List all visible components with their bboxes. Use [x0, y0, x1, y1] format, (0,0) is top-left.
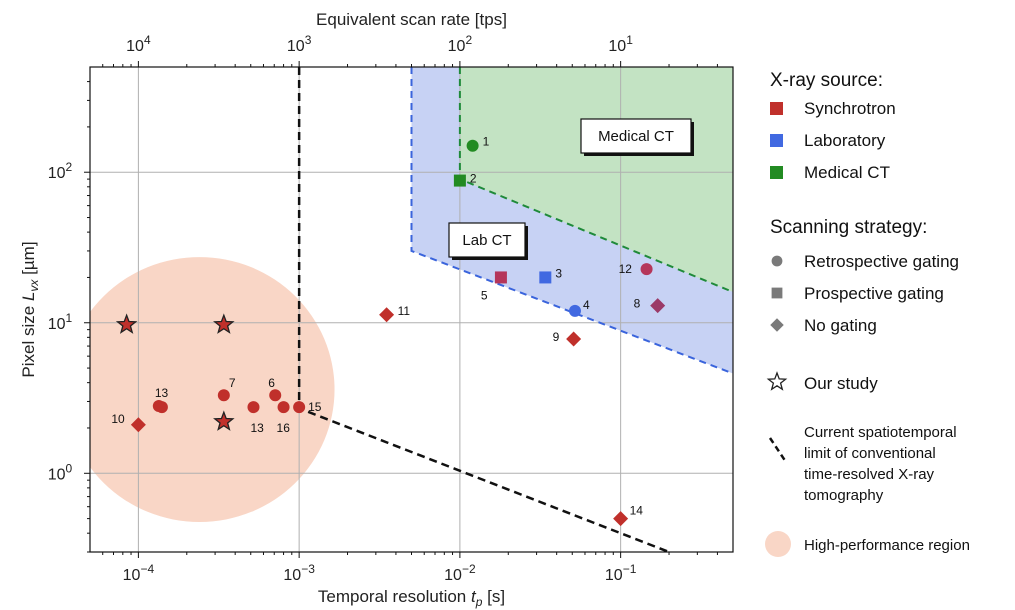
y-tick-label: 102: [48, 160, 73, 182]
data-point-7: [217, 389, 230, 402]
data-point-14: [613, 511, 629, 527]
x-tick-label: 10−3: [283, 562, 315, 584]
data-point-4: [568, 304, 581, 317]
data-point-9: [566, 331, 582, 347]
data-point-15: [293, 401, 306, 414]
legend-source-title: X-ray source:: [770, 70, 883, 91]
data-point-unlabeled: [152, 399, 165, 412]
lab-ct-label: Lab CT: [448, 222, 528, 260]
legend-limit-label: Current spatiotemporal: [804, 424, 957, 441]
point-label: 15: [308, 400, 322, 414]
data-point-5: [494, 271, 507, 284]
data-point-6: [269, 389, 282, 402]
top-tick-label: 103: [287, 33, 312, 55]
legend-strategy-title: Scanning strategy:: [770, 217, 927, 238]
legend-marker-circle: [771, 255, 783, 267]
x-tick-label: 10−2: [444, 562, 476, 584]
legend-study-label: Our study: [804, 374, 878, 393]
region-label: Medical CT: [598, 128, 674, 145]
legend-swatch-laboratory: [770, 134, 783, 147]
legend-source-label: Synchrotron: [804, 99, 896, 118]
point-label: 3: [555, 266, 562, 280]
high-performance-region: [90, 257, 335, 522]
data-point-3: [539, 271, 552, 284]
legend-swatch-medical-ct: [770, 166, 783, 179]
x-tick-label: 10−1: [605, 562, 637, 584]
study-point-star: [115, 313, 138, 334]
data-point-8: [650, 298, 666, 314]
point-label: 6: [268, 376, 275, 390]
top-tick-label: 104: [126, 33, 151, 55]
legend-marker-diamond: [770, 318, 784, 332]
medical-ct-label: Medical CT: [580, 118, 694, 156]
label-box: [580, 118, 692, 154]
legend-strategy-label: No gating: [804, 316, 877, 335]
point-label: 9: [553, 330, 560, 344]
legend-limit-label: limit of conventional: [804, 445, 936, 462]
top-axis-title: Equivalent scan rate [tps]: [316, 10, 507, 29]
legend-marker-square: [771, 287, 783, 299]
point-label: 10: [111, 412, 125, 426]
point-label: 2: [470, 172, 477, 186]
point-label: 16: [277, 421, 291, 435]
point-label: 8: [634, 297, 641, 311]
data-point-2: [453, 174, 466, 187]
point-label: 7: [229, 376, 236, 390]
region-label: Lab CT: [462, 232, 511, 249]
data-point-13: [247, 401, 260, 414]
label-box: [448, 222, 526, 258]
data-point-1: [466, 139, 479, 152]
x-axis-title: Temporal resolution tp [s]: [318, 587, 505, 609]
data-point-12: [640, 263, 653, 276]
point-label: 12: [619, 262, 633, 276]
point-label: 1: [483, 135, 490, 149]
study-point-star: [213, 410, 235, 431]
legend-swatch-synchrotron: [770, 102, 783, 115]
data-point-10: [130, 417, 146, 433]
point-label: 13: [250, 421, 264, 435]
y-tick-label: 101: [48, 311, 73, 333]
y-axis-title: Pixel size Lvx [µm]: [19, 241, 41, 377]
point-label: 13: [155, 386, 169, 400]
legend-limit-line: [768, 437, 788, 463]
data-point-11: [379, 307, 395, 323]
legend-source-label: Laboratory: [804, 131, 886, 150]
top-tick-label: 102: [448, 33, 473, 55]
study-point-star: [213, 313, 235, 334]
lab-ct-border: [410, 67, 733, 375]
legend-strategy-label: Retrospective gating: [804, 252, 959, 271]
point-label: 14: [630, 504, 644, 518]
legend-hp-swatch: [765, 531, 791, 557]
data-point-16: [277, 401, 290, 414]
legend-strategy-label: Prospective gating: [804, 284, 944, 303]
legend-hp-label: High-performance region: [804, 537, 970, 554]
top-tick-label: 101: [608, 33, 633, 55]
point-label: 4: [583, 298, 590, 312]
y-tick-label: 100: [48, 461, 73, 483]
legend-study-star: [766, 371, 788, 391]
legend-limit-label: tomography: [804, 487, 884, 504]
legend-limit-label: time-resolved X-ray: [804, 466, 935, 483]
point-label: 11: [398, 304, 411, 318]
legend: X-ray source: Synchrotron Laboratory Medica…: [765, 70, 970, 557]
point-label: 5: [481, 288, 488, 302]
x-tick-label: 10−4: [123, 562, 155, 584]
legend-source-label: Medical CT: [804, 163, 890, 182]
